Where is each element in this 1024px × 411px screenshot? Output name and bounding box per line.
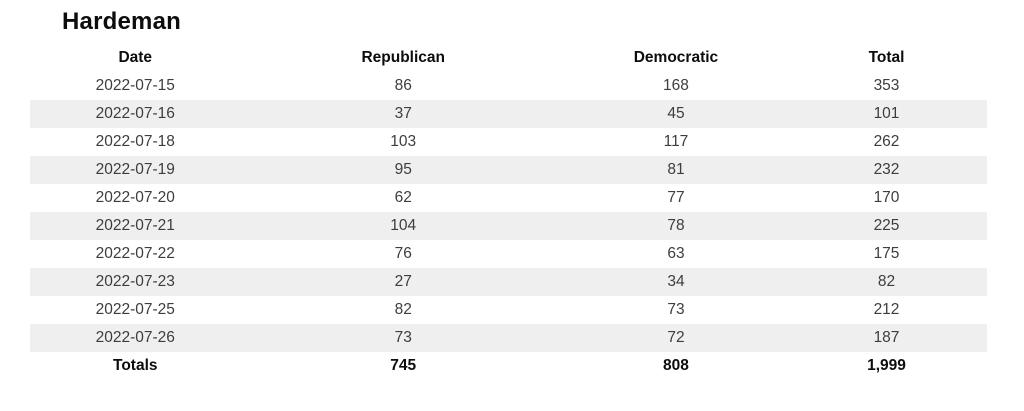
- democratic-cell: 117: [663, 133, 689, 150]
- total-cell: 175: [873, 245, 900, 262]
- date-cell: 2022-07-15: [95, 77, 175, 94]
- table-row: 2022-07-21 104 78 225: [30, 212, 987, 240]
- column-header-date: Date: [118, 49, 153, 66]
- republican-cell: 103: [390, 133, 417, 150]
- republican-cell: 95: [394, 161, 412, 178]
- total-cell: 101: [873, 105, 900, 122]
- republican-cell: 62: [394, 189, 412, 206]
- totals-label: Totals: [113, 357, 158, 374]
- date-cell: 2022-07-18: [95, 133, 175, 150]
- republican-cell: 104: [390, 217, 417, 234]
- total-cell: 187: [873, 329, 900, 346]
- table-row: 2022-07-18 103 117 262: [30, 128, 987, 156]
- date-cell: 2022-07-20: [95, 189, 175, 206]
- democratic-cell: 63: [667, 245, 685, 262]
- total-cell: 232: [873, 161, 900, 178]
- democratic-cell: 77: [667, 189, 685, 206]
- republican-cell: 37: [394, 105, 412, 122]
- table-row: 2022-07-19 95 81 232: [30, 156, 987, 184]
- totals-total-cell: 1,999: [867, 357, 906, 374]
- date-cell: 2022-07-26: [95, 329, 175, 346]
- date-cell: 2022-07-21: [95, 217, 175, 234]
- democratic-cell: 72: [667, 329, 685, 346]
- democratic-cell: 81: [667, 161, 685, 178]
- republican-cell: 73: [394, 329, 412, 346]
- republican-cell: 82: [394, 301, 412, 318]
- total-cell: 353: [873, 77, 900, 94]
- republican-cell: 76: [394, 245, 412, 262]
- date-cell: 2022-07-23: [95, 273, 175, 290]
- republican-cell: 86: [394, 77, 412, 94]
- democratic-cell: 45: [667, 105, 685, 122]
- democratic-cell: 168: [663, 77, 689, 94]
- header-row: Date Republican Democratic Total: [30, 44, 987, 72]
- total-cell: 262: [873, 133, 900, 150]
- column-header-republican: Republican: [361, 49, 445, 66]
- table-row: 2022-07-22 76 63 175: [30, 240, 987, 268]
- column-header-total: Total: [868, 49, 905, 66]
- table-row: 2022-07-16 37 45 101: [30, 100, 987, 128]
- republican-cell: 27: [394, 273, 412, 290]
- democratic-cell: 78: [667, 217, 685, 234]
- total-cell: 212: [873, 301, 900, 318]
- date-cell: 2022-07-22: [95, 245, 175, 262]
- democratic-cell: 34: [667, 273, 685, 290]
- total-cell: 170: [873, 189, 900, 206]
- table-row: 2022-07-23 27 34 82: [30, 268, 987, 296]
- column-header-democratic: Democratic: [633, 49, 719, 66]
- totals-democratic-cell: 808: [663, 357, 689, 374]
- date-cell: 2022-07-25: [95, 301, 175, 318]
- total-cell: 225: [873, 217, 900, 234]
- table-row: 2022-07-26 73 72 187: [30, 324, 987, 352]
- table-row: 2022-07-25 82 73 212: [30, 296, 987, 324]
- table-row: 2022-07-20 62 77 170: [30, 184, 987, 212]
- totals-republican-cell: 745: [390, 357, 417, 374]
- date-cell: 2022-07-19: [95, 161, 175, 178]
- total-cell: 82: [877, 273, 896, 290]
- democratic-cell: 73: [667, 301, 685, 318]
- page-title: Hardeman: [62, 8, 181, 35]
- early-voting-table: Date Republican Democratic Total 2022-07…: [30, 44, 987, 380]
- totals-row: Totals 745 808 1,999: [30, 352, 987, 380]
- table-row: 2022-07-15 86 168 353: [30, 72, 987, 100]
- date-cell: 2022-07-16: [95, 105, 175, 122]
